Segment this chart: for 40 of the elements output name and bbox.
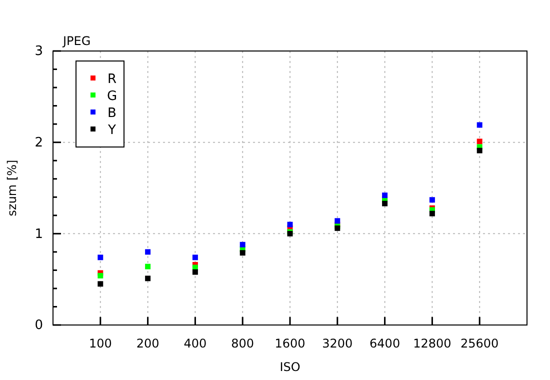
x-tick-label: 6400 (370, 336, 400, 351)
legend-label: G (106, 89, 118, 104)
legend-label: B (108, 106, 116, 121)
point (382, 192, 388, 198)
x-axis-title: ISO (280, 360, 300, 374)
point (192, 269, 198, 275)
x-tick-label: 200 (136, 336, 160, 351)
point (145, 264, 151, 270)
x-tick-label: 12800 (413, 336, 452, 351)
legend-label: R (107, 72, 117, 87)
point (287, 222, 293, 228)
point (476, 122, 482, 128)
x-tick-label: 800 (231, 336, 254, 351)
x-tick-label: 100 (88, 336, 112, 351)
legend-label: Y (107, 123, 116, 138)
point (98, 254, 104, 260)
point (192, 254, 198, 260)
point (98, 272, 104, 278)
point (429, 197, 435, 203)
point (334, 218, 340, 224)
point (240, 250, 246, 256)
point (98, 281, 104, 287)
chart-title: JPEG (62, 34, 91, 48)
y-axis-title: szum [%] (5, 160, 19, 216)
y-tick-label: 2 (34, 135, 43, 150)
point (240, 242, 246, 248)
point (382, 200, 388, 206)
x-tick-label: 1600 (274, 336, 306, 351)
y-tick-label: 3 (34, 44, 43, 60)
point (145, 276, 151, 282)
x-tick-label: 25600 (460, 336, 499, 351)
point (145, 249, 151, 255)
y-tick-label: 0 (34, 318, 43, 334)
point (476, 148, 482, 154)
point (476, 138, 482, 144)
point (192, 264, 198, 270)
y-tick-label: 1 (34, 226, 43, 242)
x-tick-label: 400 (184, 336, 207, 351)
x-tick-label: 3200 (322, 336, 353, 351)
point (429, 210, 435, 216)
